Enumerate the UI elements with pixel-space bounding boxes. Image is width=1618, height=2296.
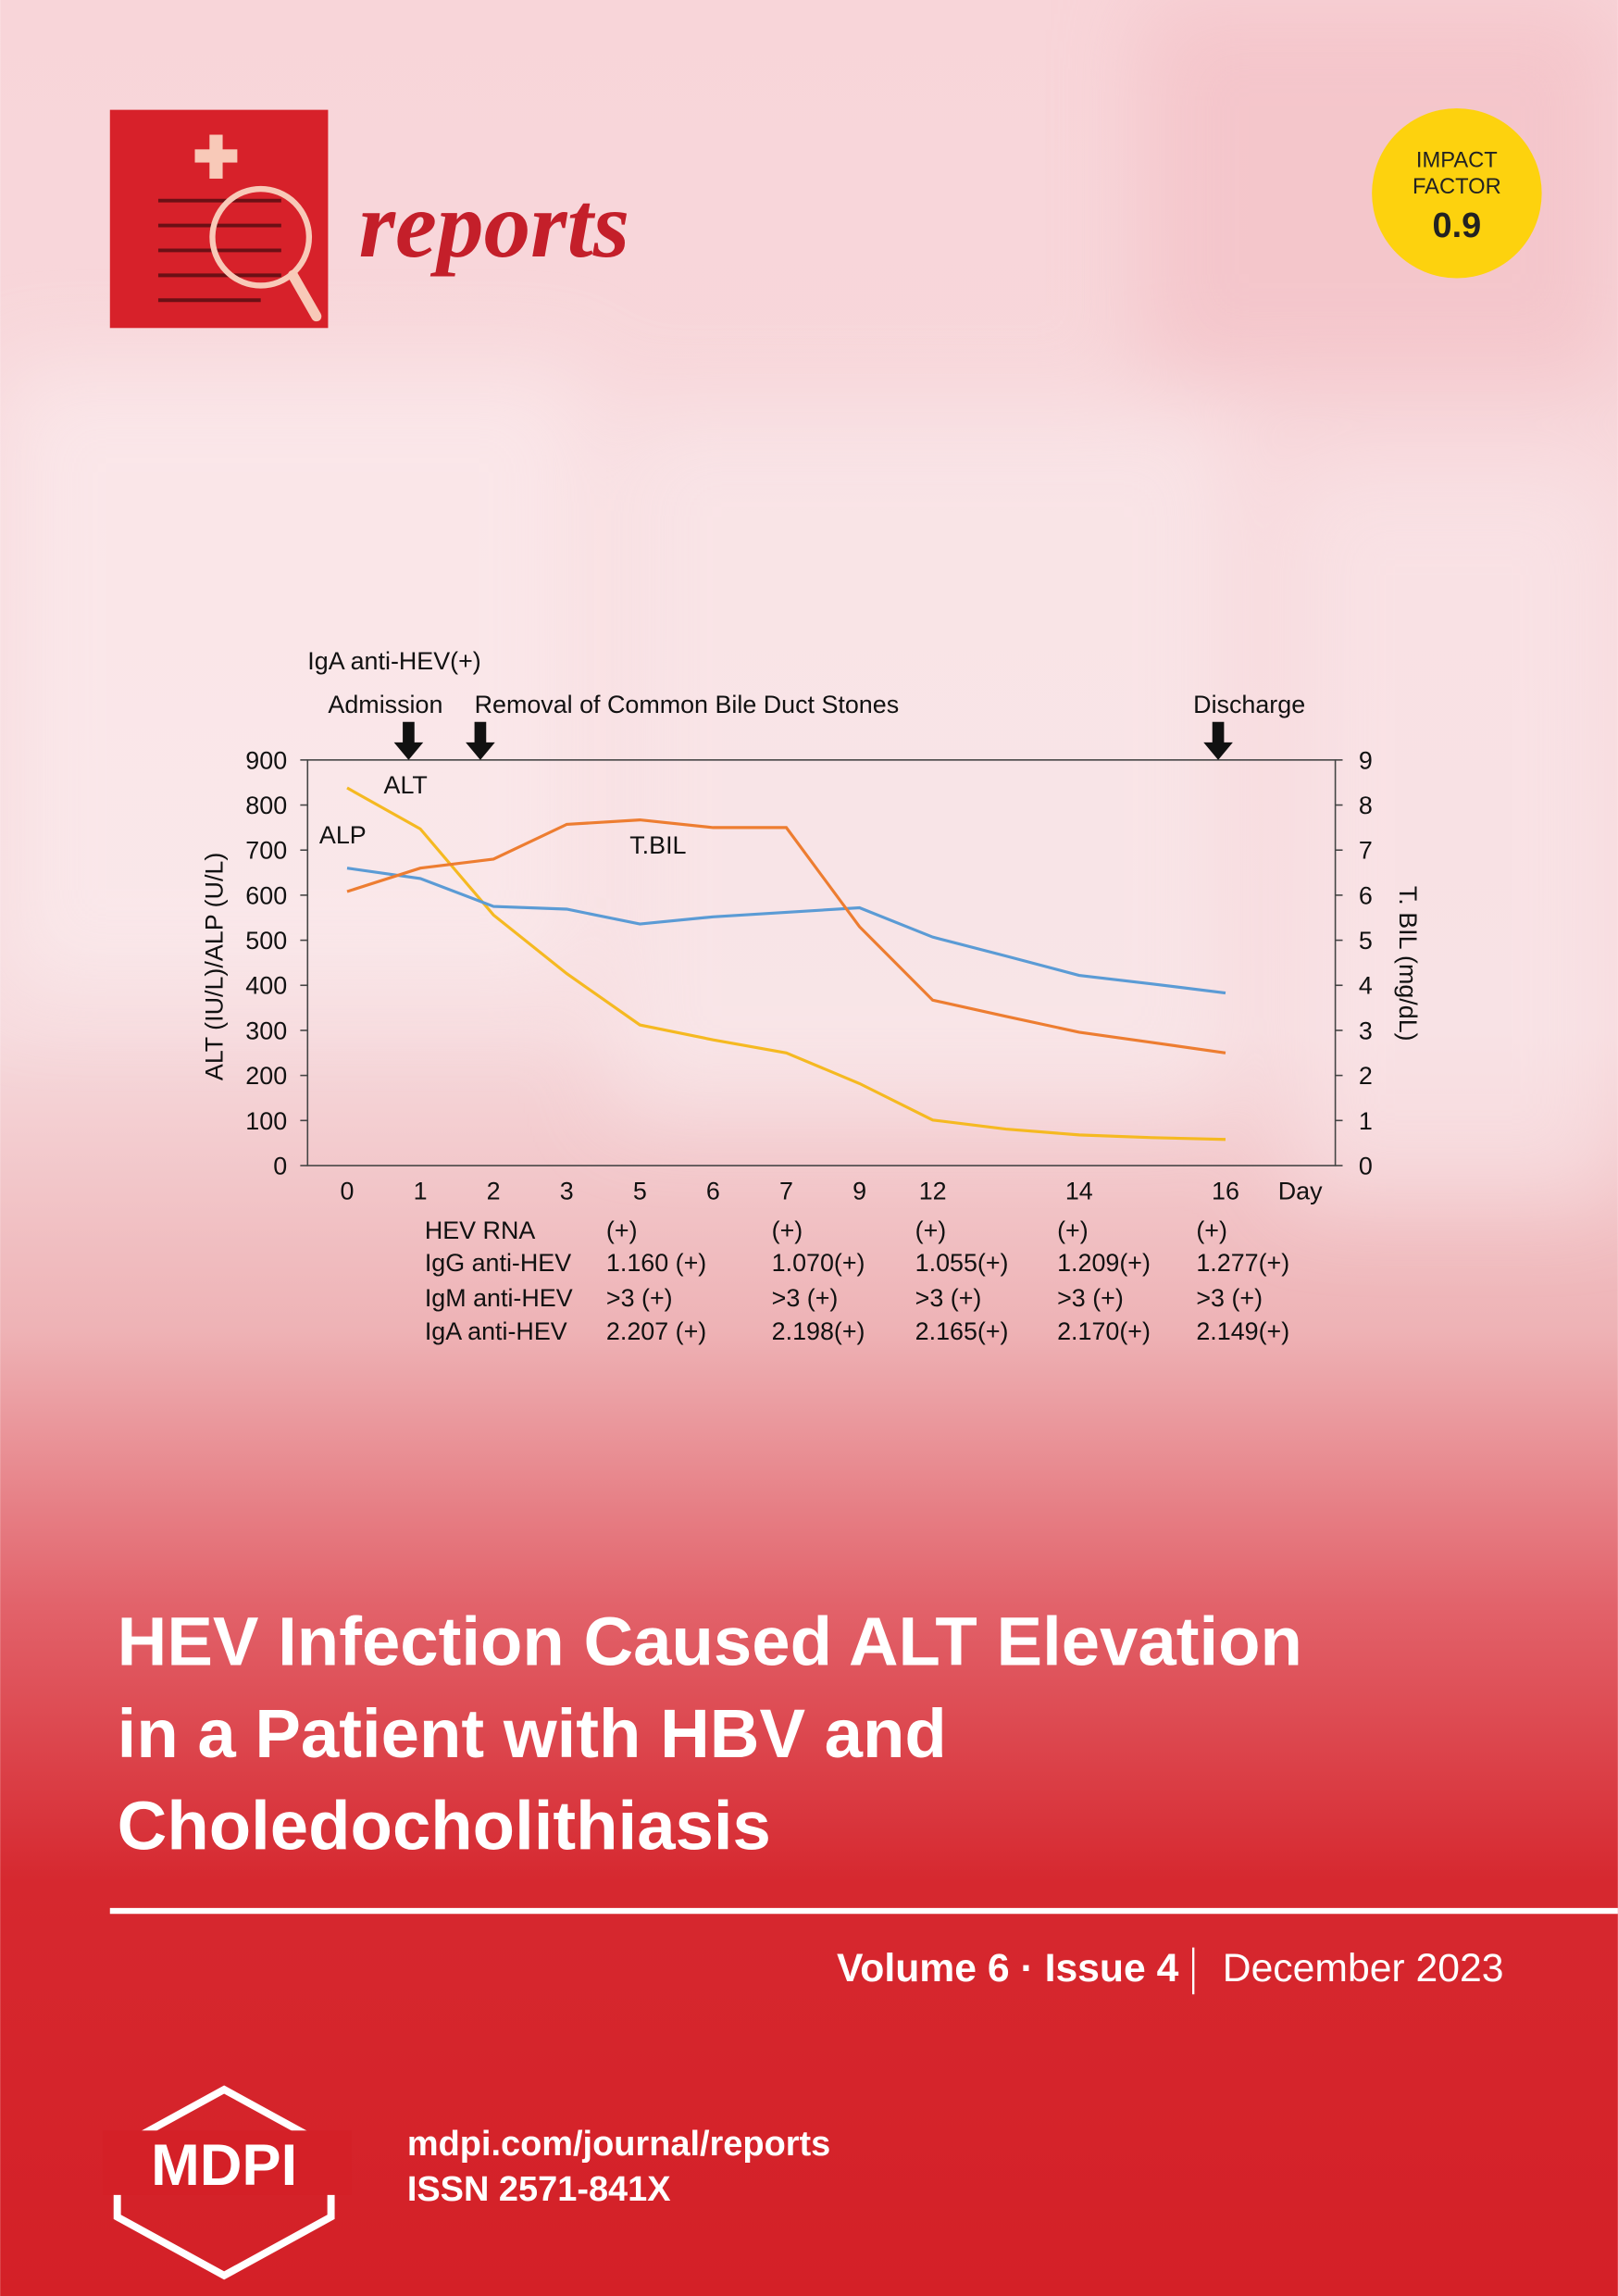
table-cell: 2.170(+): [1057, 1317, 1151, 1345]
journal-url: mdpi.com/journal/reports: [407, 2125, 830, 2164]
x-tick-label: 9: [853, 1177, 866, 1204]
separator: ·: [1021, 1946, 1034, 1990]
background-blur: [0, 0, 1618, 1201]
issue-info: Volume 6 · Issue 4: [837, 1946, 1179, 1990]
title-line: HEV Infection Caused ALT Elevation: [118, 1603, 1302, 1679]
table-cell: 2.149(+): [1196, 1317, 1289, 1345]
table-row-label: IgM anti-HEV: [425, 1284, 573, 1312]
table-row-label: IgA anti-HEV: [425, 1317, 567, 1345]
annotation: Discharge: [1193, 691, 1305, 718]
series-label: T.BIL: [629, 831, 686, 859]
annotation: IgA anti-HEV(+): [307, 647, 480, 675]
table-row-label: HEV RNA: [425, 1217, 536, 1244]
y-tick-label: 400: [245, 972, 287, 1000]
y2-tick-label: 9: [1359, 746, 1373, 774]
arrow: [393, 721, 424, 760]
annotation: Admission: [328, 691, 442, 718]
series-line: [346, 786, 1226, 1142]
y-tick-label: 700: [245, 837, 287, 865]
y2-tick-label: 5: [1359, 927, 1373, 955]
issue: Issue 4: [1045, 1946, 1179, 1990]
table-cell: 1.055(+): [915, 1249, 1009, 1277]
x-tick-label: 16: [1212, 1177, 1239, 1204]
plot-frame: [306, 759, 1337, 1167]
y-axis-label: ALT (IU/L)/ALP (U/L): [201, 853, 229, 1080]
y-tick-label: 800: [245, 792, 287, 819]
table-cell: (+): [772, 1217, 803, 1244]
table-cell: 2.198(+): [772, 1317, 865, 1345]
table-cell: >3 (+): [606, 1284, 673, 1312]
arrow: [466, 721, 495, 760]
y2-tick-label: 1: [1359, 1107, 1373, 1135]
impact-value: 0.9: [1432, 206, 1481, 245]
x-tick-label: 3: [560, 1177, 574, 1204]
y2-axis-label: T. BIL (mg/dL): [1394, 886, 1422, 1042]
x-tick-label: 6: [706, 1177, 720, 1204]
y2-tick-label: 7: [1359, 837, 1373, 865]
y2-tick-label: 4: [1359, 972, 1373, 1000]
publisher-logo: MDPI: [151, 2133, 297, 2198]
x-tick-label: 2: [487, 1177, 501, 1204]
y-tick-label: 500: [245, 927, 287, 955]
impact-badge: [1372, 108, 1542, 279]
y2-tick-label: 2: [1359, 1062, 1373, 1090]
y-tick-label: 100: [245, 1107, 287, 1135]
x-tick-label: 5: [633, 1177, 647, 1204]
y-tick-label: 300: [245, 1017, 287, 1044]
table-cell: (+): [1196, 1217, 1227, 1244]
y-tick-label: 900: [245, 746, 287, 774]
volume: Volume 6: [837, 1946, 1010, 1990]
series-line: [346, 818, 1226, 1054]
x-axis-label: Day: [1278, 1177, 1323, 1204]
y-tick-label: 0: [273, 1152, 287, 1179]
table-row-label: IgG anti-HEV: [425, 1249, 571, 1277]
journal-name: reports: [359, 173, 629, 277]
y2-tick-label: 0: [1359, 1152, 1373, 1179]
series-line: [346, 867, 1226, 995]
table-cell: 2.207 (+): [606, 1317, 706, 1345]
series-label: ALT: [384, 771, 428, 799]
impact-label: FACTOR: [1413, 175, 1501, 199]
x-tick-label: 0: [341, 1177, 355, 1204]
impact-label: IMPACT: [1416, 148, 1498, 172]
y-tick-label: 600: [245, 881, 287, 909]
table-cell: 2.165(+): [915, 1317, 1009, 1345]
table-cell: (+): [1057, 1217, 1089, 1244]
x-tick-label: 7: [779, 1177, 793, 1204]
table-cell: 1.070(+): [772, 1249, 865, 1277]
table-cell: >3 (+): [915, 1284, 982, 1312]
y-tick-label: 200: [245, 1062, 287, 1090]
table-cell: 1.209(+): [1057, 1249, 1151, 1277]
date: December 2023: [1223, 1946, 1504, 1990]
y2-tick-label: 3: [1359, 1017, 1373, 1044]
title-line: in a Patient with HBV and: [118, 1695, 947, 1772]
table-cell: >3 (+): [1196, 1284, 1263, 1312]
x-tick-label: 12: [919, 1177, 947, 1204]
table-cell: (+): [915, 1217, 947, 1244]
x-tick-label: 14: [1065, 1177, 1093, 1204]
y2-tick-label: 6: [1359, 881, 1373, 909]
series-label: ALP: [319, 821, 367, 849]
issn: ISSN 2571-841X: [407, 2170, 671, 2209]
publisher-logo-band: [102, 2130, 352, 2195]
journal-logo: [109, 109, 329, 329]
x-tick-label: 1: [414, 1177, 428, 1204]
y2-tick-label: 8: [1359, 792, 1373, 819]
arrow: [1203, 721, 1233, 760]
title-line: Choledocholithiasis: [118, 1788, 771, 1865]
table-cell: >3 (+): [1057, 1284, 1124, 1312]
table-cell: 1.277(+): [1196, 1249, 1289, 1277]
annotation: Removal of Common Bile Duct Stones: [475, 691, 900, 718]
table-cell: (+): [606, 1217, 638, 1244]
table-cell: 1.160 (+): [606, 1249, 706, 1277]
table-cell: >3 (+): [772, 1284, 839, 1312]
